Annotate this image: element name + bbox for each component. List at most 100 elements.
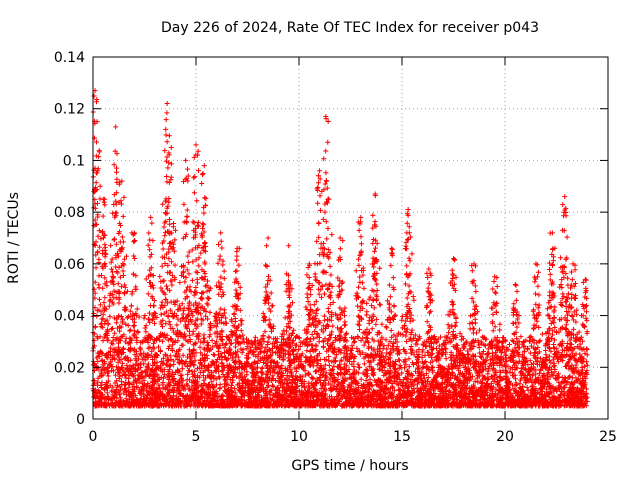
data-point <box>199 291 205 297</box>
data-point <box>122 372 128 378</box>
data-point <box>569 277 575 283</box>
data-point <box>118 357 124 363</box>
data-point <box>358 376 364 382</box>
data-point <box>165 314 171 320</box>
data-point <box>143 276 149 282</box>
data-point <box>145 291 151 297</box>
data-point <box>383 324 389 330</box>
data-point <box>304 348 310 354</box>
data-point <box>413 341 419 347</box>
data-point <box>131 322 137 328</box>
data-point <box>326 358 332 364</box>
data-point <box>216 374 222 380</box>
data-point <box>198 250 204 256</box>
data-point <box>349 380 355 386</box>
data-point <box>143 323 149 329</box>
data-point <box>371 305 377 311</box>
data-point <box>127 328 133 334</box>
data-point <box>159 299 165 305</box>
data-points-layer <box>90 88 590 409</box>
data-point <box>105 373 111 379</box>
data-point <box>377 301 383 307</box>
data-point <box>312 261 318 267</box>
data-point <box>221 345 227 351</box>
data-point <box>238 346 244 352</box>
data-point <box>115 359 121 365</box>
data-point <box>373 321 379 327</box>
data-point <box>551 315 557 321</box>
data-point <box>239 350 245 356</box>
data-point <box>329 232 335 238</box>
data-point <box>545 306 551 312</box>
data-point <box>320 216 326 222</box>
data-point <box>175 351 181 357</box>
data-point <box>122 339 128 345</box>
data-point <box>213 376 219 382</box>
data-point <box>211 323 217 329</box>
data-point <box>387 339 393 345</box>
data-point <box>583 309 589 315</box>
data-point <box>328 272 334 278</box>
data-point <box>116 300 122 306</box>
data-point <box>193 257 199 263</box>
data-point <box>477 327 483 333</box>
data-point <box>539 331 545 337</box>
data-point <box>354 290 360 296</box>
data-point <box>204 300 210 306</box>
data-point <box>284 324 290 330</box>
data-point <box>497 327 503 333</box>
data-point <box>172 262 178 268</box>
data-point <box>342 322 348 328</box>
data-point <box>158 305 164 311</box>
data-point <box>558 380 564 386</box>
data-point <box>552 304 558 310</box>
data-point <box>92 279 98 285</box>
data-point <box>220 372 226 378</box>
data-point <box>367 386 373 392</box>
data-point <box>559 302 565 308</box>
data-point <box>95 212 101 218</box>
data-point <box>310 375 316 381</box>
data-point <box>411 335 417 341</box>
data-point <box>392 312 398 318</box>
data-point <box>360 350 366 356</box>
data-point <box>120 268 126 274</box>
data-point <box>113 320 119 326</box>
data-point <box>268 365 274 371</box>
data-point <box>524 384 530 390</box>
data-point <box>92 243 98 249</box>
data-point <box>468 313 474 319</box>
data-point <box>436 343 442 349</box>
data-point <box>101 300 107 306</box>
data-point <box>477 353 483 359</box>
data-point <box>393 359 399 365</box>
data-point <box>179 366 185 372</box>
data-point <box>119 234 125 240</box>
data-point <box>534 318 540 324</box>
data-point <box>565 341 571 347</box>
data-point <box>237 291 243 297</box>
data-point <box>323 357 329 363</box>
data-point <box>301 383 307 389</box>
data-point <box>184 314 190 320</box>
data-point <box>141 315 147 321</box>
data-point <box>577 341 583 347</box>
data-point <box>100 311 106 317</box>
data-point <box>94 200 100 206</box>
data-point <box>371 297 377 303</box>
data-point <box>325 226 331 232</box>
data-point <box>263 289 269 295</box>
data-point <box>323 170 329 176</box>
data-point <box>375 346 381 352</box>
data-point <box>404 237 410 243</box>
data-point <box>201 222 207 228</box>
data-point <box>158 285 164 291</box>
data-point <box>213 324 219 330</box>
data-point <box>309 282 315 288</box>
data-point <box>404 315 410 321</box>
data-point <box>371 264 377 270</box>
data-point <box>360 385 366 391</box>
data-point <box>316 291 322 297</box>
data-point <box>111 315 117 321</box>
